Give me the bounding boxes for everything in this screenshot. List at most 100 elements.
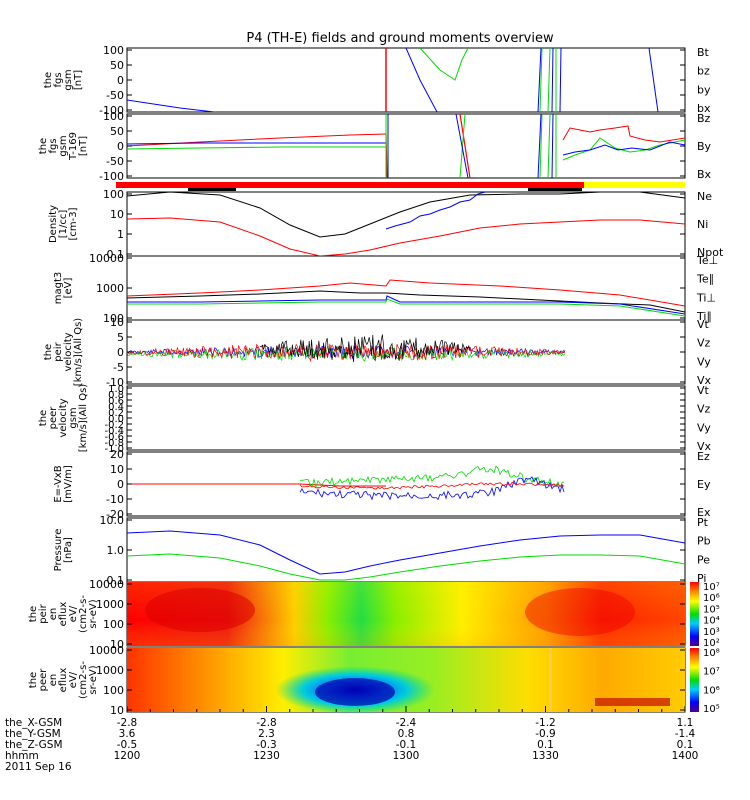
- panel-7-ytick-label: 10: [110, 463, 124, 476]
- panel-2-ylabel: the fgs gsm T-169 [nT]: [38, 132, 89, 161]
- panel-2-ylabel-line: fgs: [48, 138, 59, 153]
- panel-5-legend-Vx: Vx: [697, 374, 712, 387]
- panel-3-legend-Ne: Ne: [697, 190, 712, 203]
- panel-5-ylabel-line: velocity: [63, 332, 74, 371]
- panel-4-ytick-label: 100: [103, 312, 124, 325]
- panel-2-spikes-green: [539, 114, 557, 178]
- panel-8-legend-Pt: Pt: [697, 516, 709, 529]
- panel-6-ytick-label: -0.2: [104, 420, 124, 431]
- panel-6-legend-Vy: Vy: [697, 421, 711, 434]
- panel-5-ytick-label: 10: [110, 316, 124, 329]
- panel-7-ey-curve: [300, 465, 565, 489]
- x-tick-value: 3.6: [119, 728, 136, 740]
- x-tick-value: -2.8: [256, 717, 277, 729]
- panel-2-legend-By: By: [697, 140, 712, 153]
- panel-8-ylabel-line: [nPa]: [63, 537, 74, 563]
- panel-5-ytick-label: -5: [113, 361, 124, 374]
- panel-6-ylabel-line: gsm: [68, 407, 79, 428]
- panel-6-ylabel-line: peer: [48, 406, 59, 430]
- panel-10-colorbar-label: 10⁵: [703, 704, 720, 715]
- panel-5-ytick-label: -10: [106, 376, 124, 389]
- panel-8-legend-Pi: Pi: [697, 572, 706, 585]
- panel-3-ylabel: Density [1/cc] [cm-3]: [48, 205, 79, 243]
- panel-6-ylabel-line: the: [38, 410, 49, 426]
- panel-10-ytick-label: 100: [103, 684, 124, 697]
- panel-6-ylabel-line: velocity: [58, 398, 69, 437]
- panel-3-ytick-label: 1: [117, 228, 124, 241]
- panel-10-colorbar-label: 10⁶: [703, 685, 720, 696]
- panel-2-ytick-label: -100: [99, 170, 124, 183]
- x-tick-value: -1.4: [675, 728, 696, 740]
- panel-6-legend-Vx: Vx: [697, 440, 712, 453]
- panel-frame-5: [126, 319, 686, 385]
- panel-5-ylabel-line: peir: [53, 341, 64, 361]
- panel-3-ni-curve: [127, 192, 685, 238]
- panel-1-legend-bz: bz: [697, 65, 710, 78]
- panel-7-ex-curve: [299, 476, 565, 501]
- panel-6-ytick-label: 0.6: [108, 396, 124, 407]
- panel-8-pi-curve: [127, 530, 685, 575]
- panel-10-ylabel-line: en: [48, 674, 59, 687]
- panel-2-ytick-label: 100: [103, 110, 124, 123]
- x-tick-value: -0.3: [256, 739, 277, 751]
- panel-8-ylabel-line: Pressure: [53, 529, 64, 572]
- panel-6-ytick-label: -0.8: [104, 438, 124, 449]
- panel-4-ylabel: magt3 [eV]: [53, 272, 74, 305]
- panel-1-legend-Bt: Bt: [697, 46, 710, 59]
- panel-9-heatmap: [127, 582, 685, 646]
- panel-2-by-after: [562, 137, 685, 161]
- panel-1-curves: [127, 48, 659, 112]
- panel-6-ytick-label: -0.4: [104, 426, 124, 437]
- panel-1-by-spike: [539, 48, 557, 112]
- panel-9-colorbar-label: 10⁵: [703, 604, 720, 615]
- panel-9-ylabel-line: peir: [38, 603, 49, 623]
- panel-9-ylabel-line: sr-eV): [88, 599, 99, 628]
- panel-5-legend-Vt: Vt: [697, 318, 710, 331]
- panel-10-heatmap: [127, 648, 685, 714]
- x-tick-value: -1.2: [535, 717, 556, 729]
- x-row-label: the_Y-GSM: [5, 728, 61, 740]
- panel-frame-4: [126, 255, 686, 321]
- panel-5-ytick-label: 5: [117, 331, 124, 344]
- panel-1-ylabel-line: fgs: [53, 72, 64, 87]
- panel-2-by-curve: [127, 146, 386, 150]
- x-tick-value: 0.1: [677, 739, 694, 751]
- panel-4-ti-par-curve: [127, 298, 685, 317]
- panel-9-ylabel: the peir en eflux eV/(cm2-s-sr-eV): [28, 595, 99, 633]
- panel-2-bx-curve: [127, 142, 386, 145]
- panel-6-ylabel: the peer velocity gsm [km/s](All Qs): [38, 384, 89, 452]
- panel-8-legend-Pe: Pe: [697, 553, 710, 566]
- panel-9-ylabel-line: the: [28, 606, 39, 622]
- panel-4-legend-Ti⊥: Ti⊥: [696, 291, 716, 304]
- panel-4-curves: [127, 279, 685, 317]
- panel-7-ylabel-line: E=-VxB: [53, 465, 64, 502]
- panel-6-ytick-label: 1.0: [108, 384, 124, 395]
- panel-1-ytick-label: 50: [110, 59, 124, 72]
- panel-1-ylabel: the fgs gsm [nT]: [43, 69, 84, 90]
- panel-9-ylabel-line: en: [48, 608, 59, 621]
- panel-4-ylabel-line: [eV]: [63, 278, 74, 299]
- panel-9-colorbar-label: 10²: [703, 638, 720, 649]
- panel-5-ylabel-line: [km/s](All Qs): [73, 318, 84, 386]
- x-tick-value: 1400: [672, 750, 699, 762]
- panel-7-ytick-label: 0: [117, 478, 124, 491]
- panel-4-legend-Te⊥: Te⊥: [696, 254, 718, 267]
- date-label: 2011 Sep 16: [5, 761, 72, 773]
- panel-4-te-perp-curve: [127, 279, 685, 307]
- x-tick-value: 0.1: [537, 739, 554, 751]
- panel-2-spikes-blue: [537, 114, 554, 178]
- panel-10-ylabel-line: peer: [38, 668, 49, 692]
- x-tick-value: 1.1: [677, 717, 694, 729]
- panel-10-ylabel-line: the: [28, 672, 39, 688]
- panel-10-ylabel: the peer en eflux eV/(cm2-s-sr-eV): [28, 661, 99, 699]
- panel-9-colorbar-label: 10⁴: [703, 616, 720, 627]
- panel-3-ylabel-line: [1/cc]: [58, 210, 69, 239]
- panel-9-colorbar-label: 10³: [703, 627, 720, 638]
- panel-10-ytick-label: 10: [110, 704, 124, 717]
- panel-5-legend-Vz: Vz: [697, 337, 711, 350]
- panel-7-ez-noise: [299, 482, 565, 490]
- panel-5-ytick-label: 0: [117, 346, 124, 359]
- region-bar-red: [116, 182, 584, 188]
- panel-2-bz-curve: [127, 133, 387, 147]
